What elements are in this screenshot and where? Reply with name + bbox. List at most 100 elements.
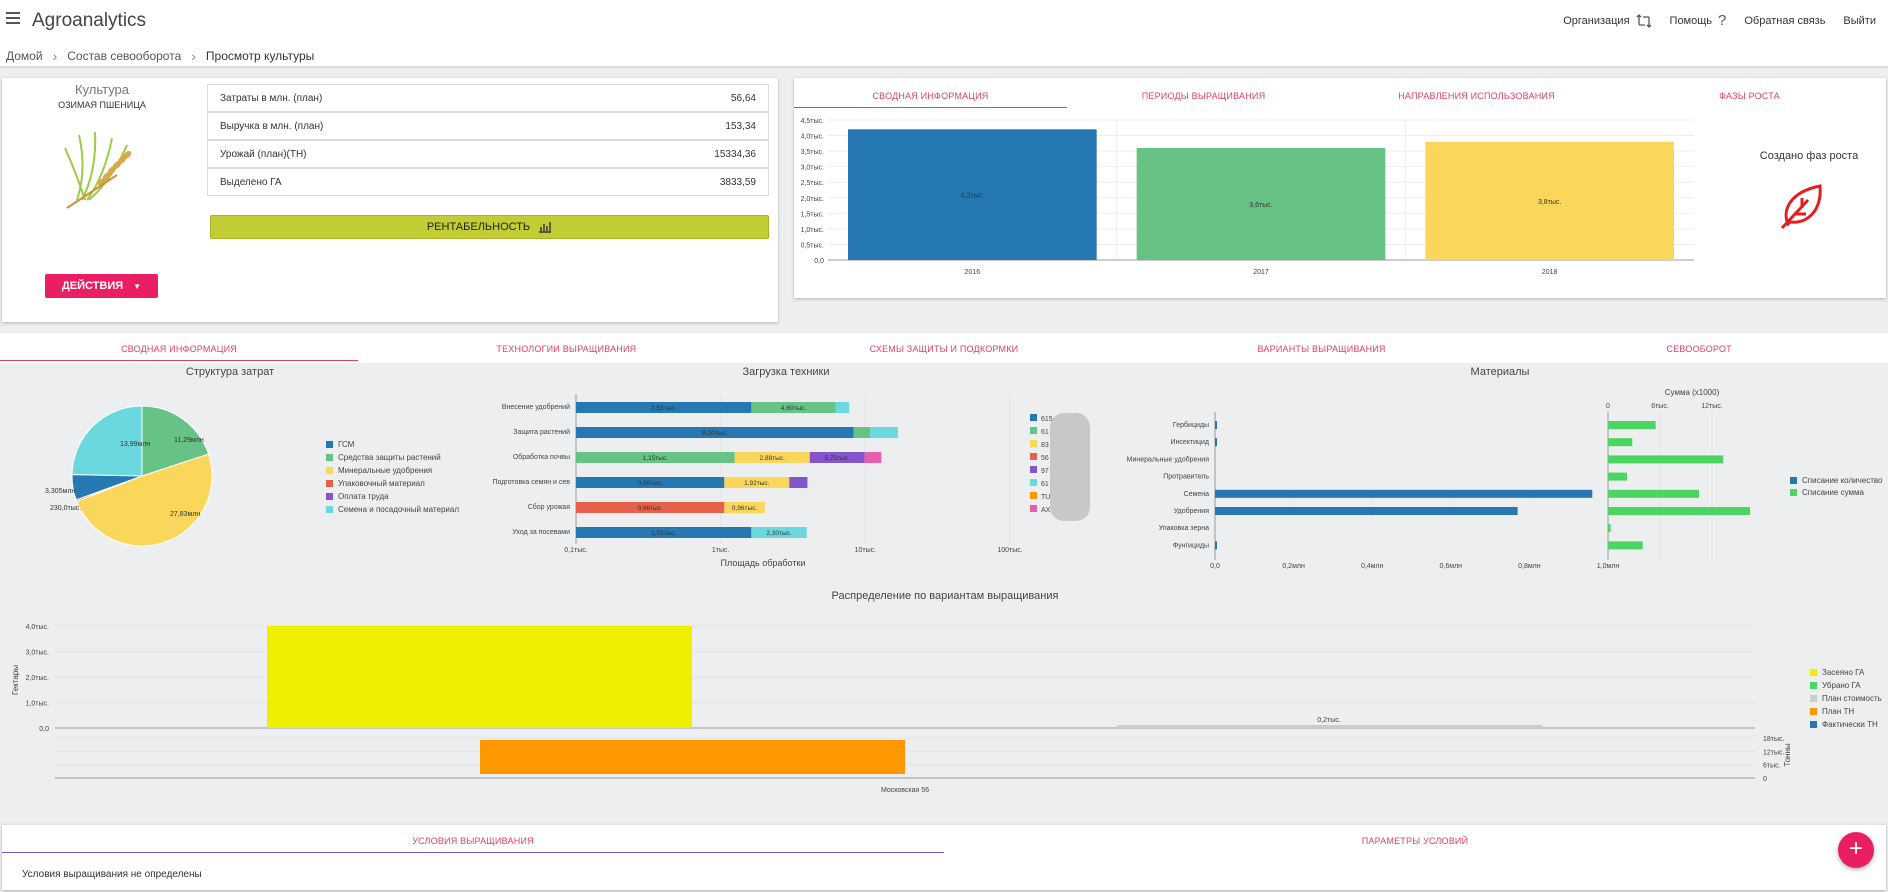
legend-label: TU — [1041, 494, 1050, 501]
segment-data-label: 1,92тыс. — [744, 480, 770, 487]
legend-item: Минеральные удобрения — [326, 466, 432, 475]
quantity-bar — [1215, 489, 1593, 498]
category-label: Упаковка зерна — [1159, 525, 1209, 532]
middle-tab-4[interactable]: СЕВООБОРОТ — [1666, 344, 1732, 354]
bar-data-label: 3,6тыс. — [1249, 202, 1272, 209]
leaf-icon — [1780, 184, 1822, 230]
middle-tab-3[interactable]: ВАРИАНТЫ ВЫРАЩИВАНИЯ — [1257, 344, 1386, 354]
machinery-legend-scroll[interactable] — [1050, 413, 1090, 521]
legend-label: Оплата труда — [338, 492, 389, 501]
top-tab-0[interactable]: СВОДНАЯ ИНФОРМАЦИЯ — [794, 88, 1067, 108]
bar-data-label: 0,2тыс. — [1317, 717, 1340, 724]
quantity-bar — [1215, 421, 1217, 429]
middle-tab-1[interactable]: ТЕХНОЛОГИИ ВЫРАЩИВАНИЯ — [496, 344, 637, 354]
years-bar-chart: 0,0 0,5тыс. 1,0тыс. 1,5тыс. 2,0тыс. 2,5тыс. 3,… — [801, 118, 1694, 276]
chevron-right-icon: › — [191, 48, 196, 64]
legend-swatch — [1810, 708, 1817, 715]
legend-label: 61 — [1041, 429, 1049, 436]
wheat-icon — [64, 131, 132, 209]
category-label: Уход за посевами — [512, 529, 570, 536]
category-label: Протравитель — [1163, 474, 1209, 481]
sum-bar — [1608, 438, 1633, 447]
top-tab-3[interactable]: ФАЗЫ РОСТА — [1719, 91, 1780, 101]
bottom-x-tick-label: 0,2млн — [1282, 563, 1305, 570]
x-axis-title: Площадь обработки — [721, 558, 806, 568]
bar-sown-ga — [267, 626, 692, 728]
y2-tick-label: 0 — [1763, 776, 1767, 783]
quantity-bar — [1215, 438, 1217, 447]
pie-data-label: 11,29млн — [174, 437, 204, 444]
middle-tab-0[interactable]: СВОДНАЯ ИНФОРМАЦИЯ — [0, 341, 358, 361]
top-axis-title: Сумма (x1000) — [1665, 388, 1720, 397]
segment-data-label: 8,20тыс. — [702, 430, 728, 437]
stat-label: Выручка в млн. (план) — [220, 120, 324, 132]
machinery-bar-segment — [576, 402, 752, 413]
feedback-link[interactable]: Обратная связь — [1744, 15, 1825, 27]
bar-2018 — [1425, 141, 1674, 260]
segment-data-label: 1,53тыс. — [651, 530, 677, 537]
actions-button[interactable]: ДЕЙСТВИЯ ▼ — [45, 274, 158, 298]
legend-item: Списание количество — [1790, 476, 1882, 485]
logout-link[interactable]: Выйти — [1843, 15, 1876, 27]
breadcrumb-home[interactable]: Домой — [6, 49, 43, 63]
machinery-bar-segment — [724, 477, 790, 488]
bottom-x-tick-label: 0,6млн — [1440, 563, 1463, 570]
stat-value: 56,64 — [730, 92, 756, 104]
organization-link[interactable]: Организация — [1563, 13, 1651, 28]
actions-label: ДЕЙСТВИЯ — [61, 280, 124, 292]
y-tick-label: 3,5тыс. — [801, 149, 824, 156]
bar-2016 — [848, 129, 1097, 260]
top-tab-1[interactable]: ПЕРИОДЫ ВЫРАЩИВАНИЯ — [1141, 91, 1266, 101]
segment-data-label: 1,15тыс. — [643, 455, 669, 462]
pie-slice — [141, 405, 210, 477]
costs-title: Структура затрат — [185, 366, 275, 378]
legend-swatch — [1030, 466, 1037, 473]
x-tick-label: 2018 — [1542, 269, 1558, 276]
bar-plan-cost — [1117, 725, 1542, 728]
help-link[interactable]: Помощь ? — [1670, 12, 1727, 29]
bottom-tab-0[interactable]: УСЛОВИЯ ВЫРАЩИВАНИЯ — [2, 833, 944, 853]
profitability-label: РЕНТАБЕЛЬНОСТЬ — [426, 221, 531, 233]
y-tick-label: 3,0тыс. — [26, 650, 49, 657]
help-label: Помощь — [1669, 14, 1713, 27]
machinery-bar-segment — [809, 452, 865, 463]
breadcrumb-rotation[interactable]: Состав севооборота — [67, 49, 182, 63]
app-title: Agroanalytics — [32, 10, 147, 31]
hamburger-menu-icon[interactable] — [6, 12, 20, 26]
profitability-button[interactable]: РЕНТАБЕЛЬНОСТЬ — [210, 215, 769, 239]
add-fab-button[interactable]: + — [1838, 832, 1874, 868]
segment-data-label: 4,60тыс. — [781, 405, 807, 412]
stat-row: Выручка в млн. (план) 153,34 — [207, 112, 769, 140]
question-icon: ? — [1718, 12, 1727, 29]
middle-tab-2[interactable]: СХЕМЫ ЗАЩИТЫ И ПОДКОРМКИ — [869, 344, 1019, 354]
machinery-bar-segment — [734, 452, 810, 463]
bottom-x-tick-label: 0,4млн — [1361, 563, 1384, 570]
swap-icon — [1636, 13, 1651, 28]
top-tab-2[interactable]: НАПРАВЛЕНИЯ ИСПОЛЬЗОВАНИЯ — [1398, 91, 1555, 101]
y-tick-label: 0,5тыс. — [801, 242, 824, 249]
legend-item: Оплата труда — [326, 492, 389, 501]
segment-data-label: 5,75тыс. — [824, 455, 850, 462]
summary-panel: СВОДНАЯ ИНФОРМАЦИЯ ПЕРИОДЫ ВЫРАЩИВАНИЯ НАП… — [794, 78, 1886, 298]
quantity-bar — [1215, 541, 1217, 550]
machinery-bar-segment — [864, 452, 882, 463]
materials-bar-chart: Сумма (x1000)06тыс.12тыс.18тыс.0,00,2млн… — [1127, 388, 1750, 570]
legend-item: Средства защиты растений — [326, 453, 441, 462]
y-tick-label: 1,5тыс. — [801, 211, 824, 218]
organization-label: Организация — [1563, 14, 1630, 27]
machinery-bar-segment — [789, 477, 808, 488]
legend-swatch — [326, 454, 333, 461]
culture-panel: Культура ОЗИМАЯ ПШЕНИЦА ДЕЙСТВИЯ ▼ Затра… — [2, 78, 778, 322]
stat-row: Урожай (план)(ТН) 15334,36 — [207, 140, 769, 168]
bottom-tab-1[interactable]: ПАРАМЕТРЫ УСЛОВИЙ — [1361, 836, 1469, 846]
y-axis-title: Гектары — [11, 665, 20, 695]
x-tick-label: Московская 56 — [881, 787, 929, 794]
machinery-bar-segment — [576, 427, 854, 438]
top-x-tick-label: 6тыс. — [1651, 403, 1669, 410]
bar-chart-icon — [539, 222, 552, 233]
legend-label: Списание сумма — [1802, 488, 1864, 497]
legend-label: Убрано ГА — [1822, 681, 1861, 690]
segment-data-label: 0,96тыс. — [732, 505, 758, 512]
legend-label: 615 — [1041, 416, 1053, 423]
y2-tick-label: 12тыс. — [1763, 749, 1785, 756]
